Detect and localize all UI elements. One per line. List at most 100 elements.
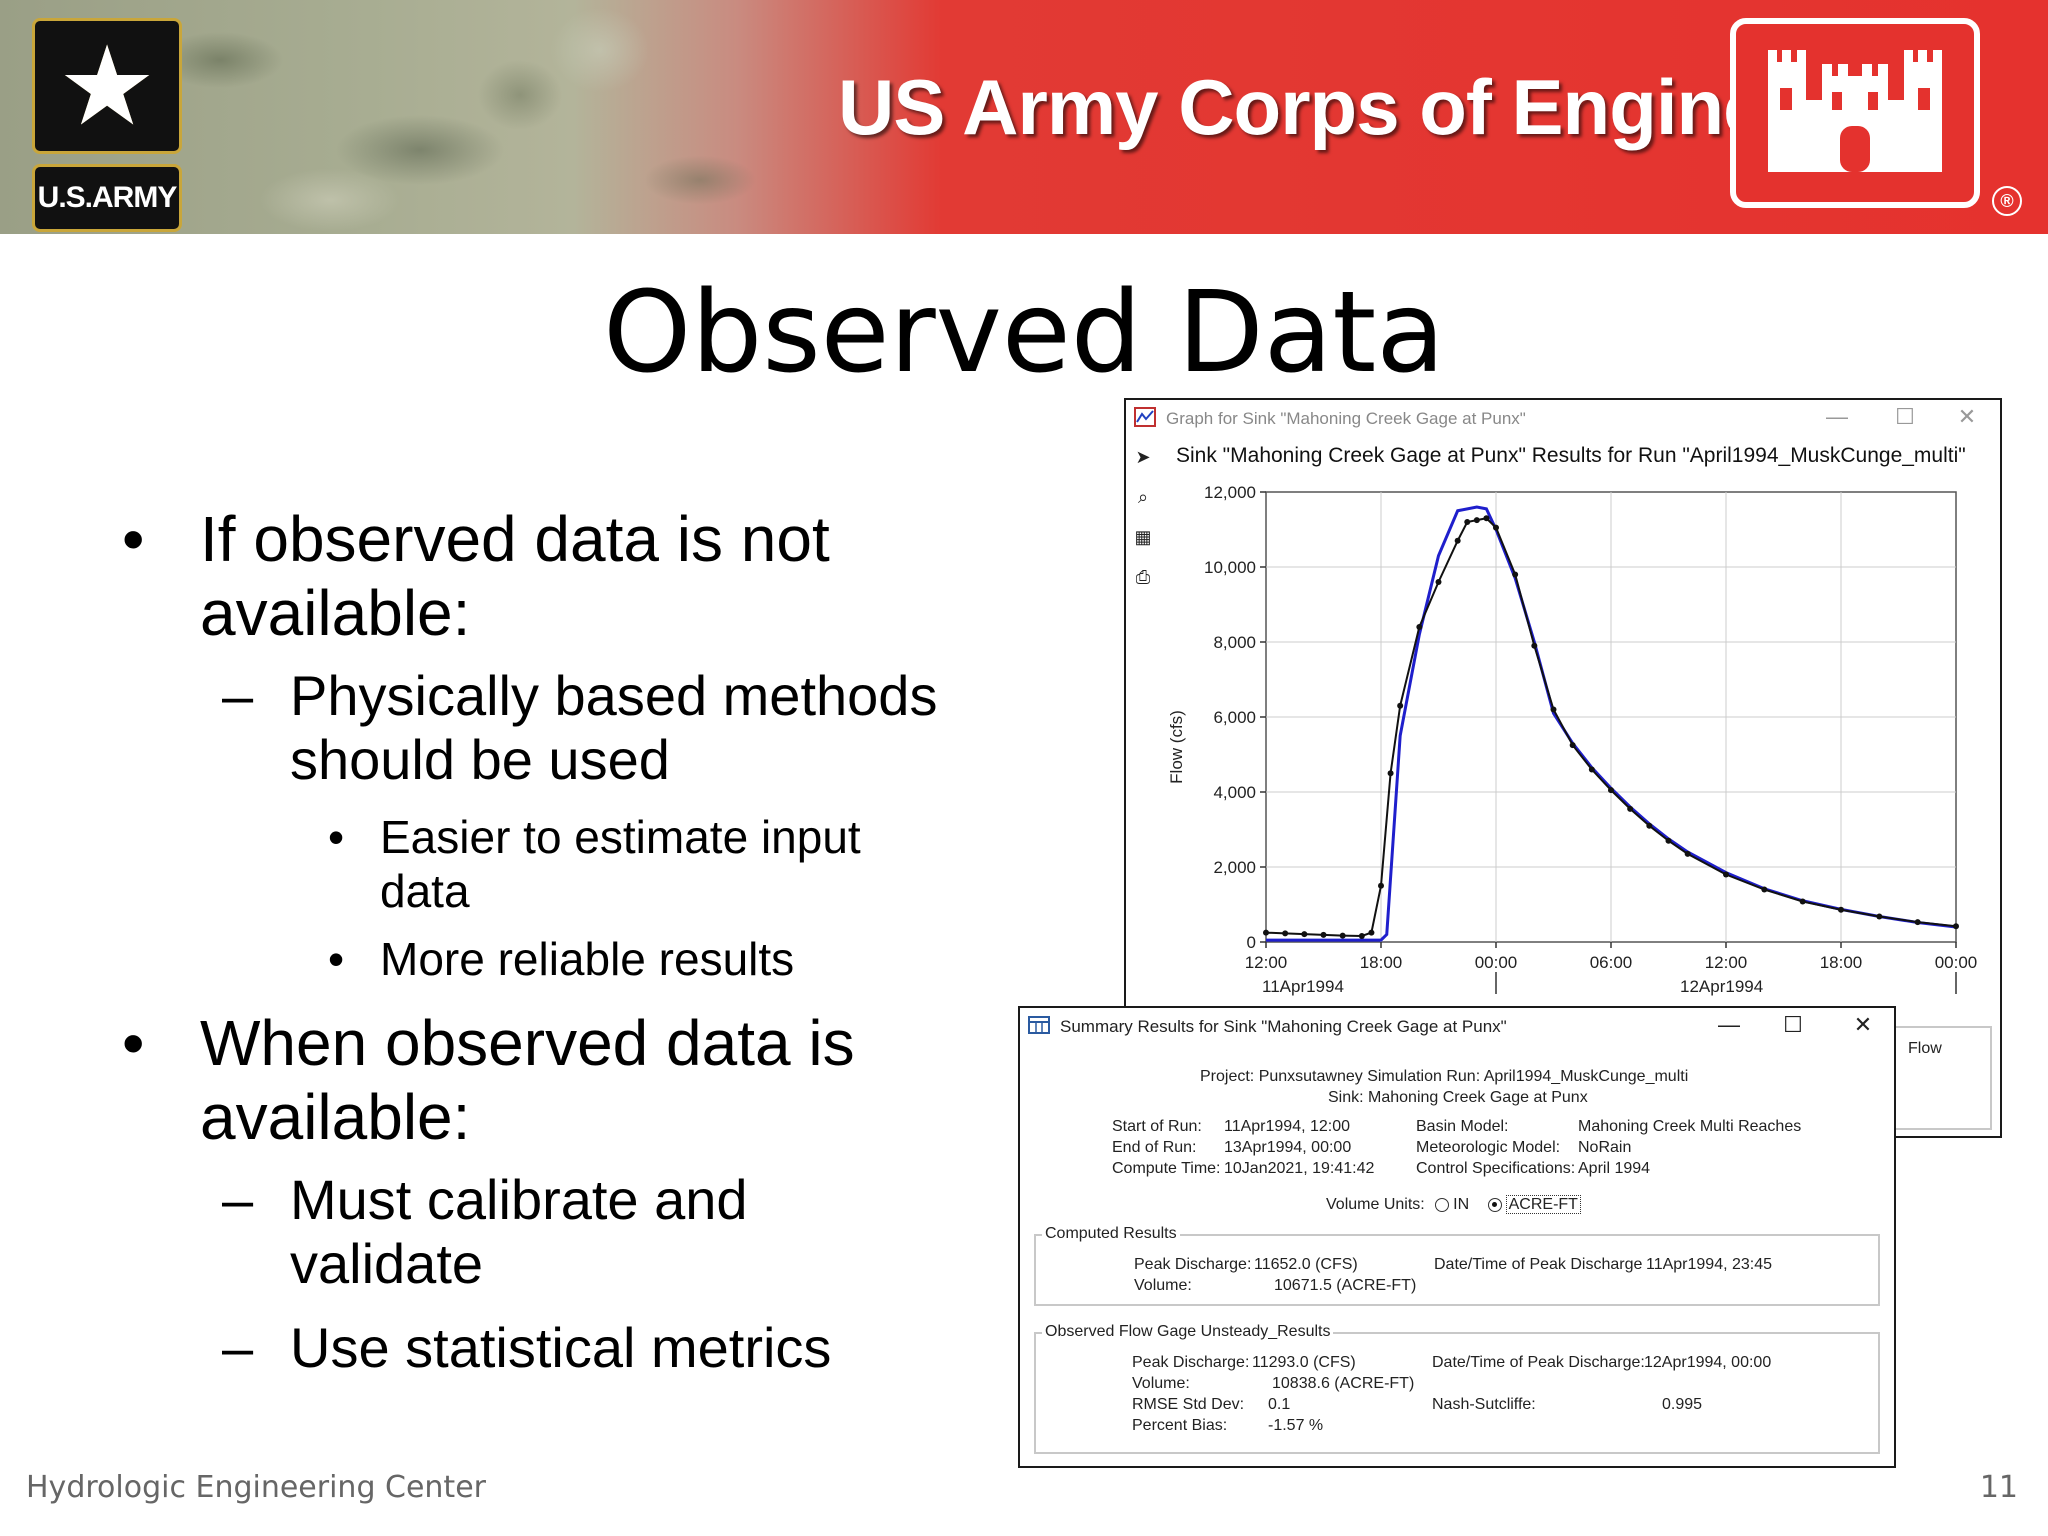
bullet-line: data (380, 865, 470, 917)
volume-in-radio[interactable] (1435, 1198, 1450, 1212)
page-title: Observed Data (603, 268, 1445, 398)
bullet-line: Easier to estimate input (380, 811, 861, 863)
observed-point (1684, 850, 1691, 857)
bullet-text: Use statistical metrics (290, 1316, 832, 1379)
observed-results-group: Observed Flow Gage Unsteady_Results Peak… (1034, 1323, 1880, 1454)
summary-window-titlebar[interactable]: Summary Results for Sink "Mahoning Creek… (1020, 1008, 1894, 1044)
x-date-label: 11Apr1994 (1262, 977, 1344, 996)
pointer-icon[interactable]: ➤ (1135, 447, 1151, 467)
observed-point (1435, 579, 1442, 585)
observed-results-label: Observed Flow Gage Unsteady_Results (1042, 1323, 1334, 1341)
close-button[interactable]: ✕ (1957, 404, 1977, 429)
maximize-button[interactable]: ☐ (1895, 404, 1915, 429)
met-model-label: Meteorologic Model: (1416, 1139, 1561, 1156)
project-line: Project: Punxsutawney Simulation Run: Ap… (1200, 1068, 1689, 1085)
observed-point (1588, 766, 1595, 773)
control-spec-value: April 1994 (1578, 1160, 1651, 1177)
graph-toolbar: ➤ ⌕ ▦ ⎙ (1132, 446, 1156, 606)
y-tick-label: 8,000 (1213, 633, 1256, 652)
control-spec-label: Control Specifications: (1416, 1160, 1576, 1177)
bullet-marker: • (328, 811, 345, 863)
brand-title: US Army Corps of Engineers (838, 63, 1881, 151)
properties-icon[interactable]: ▦ (1134, 527, 1152, 547)
bullet-line: Must calibrate and (290, 1168, 748, 1231)
zoom-icon[interactable]: ⌕ (1137, 487, 1149, 507)
start-run-value: 11Apr1994, 12:00 (1224, 1118, 1351, 1135)
compute-time-value: 10Jan2021, 19:41:42 (1224, 1160, 1375, 1177)
graph-window-titlebar[interactable]: Graph for Sink "Mahoning Creek Gage at P… (1126, 400, 2000, 436)
observed-point (1665, 837, 1672, 844)
observed-point (1368, 929, 1375, 936)
observed-point (1387, 770, 1394, 777)
x-tick-label: 00:00 (1935, 953, 1978, 972)
observed-point (1608, 787, 1614, 794)
volume-acreft-label[interactable]: ACRE-FT (1505, 1195, 1581, 1214)
graph-window-icon (1134, 407, 1156, 427)
observed-point (1569, 742, 1576, 749)
y-tick-label: 6,000 (1213, 708, 1256, 727)
table-icon (1028, 1016, 1050, 1034)
legend-label: Flow (1908, 1040, 1942, 1057)
x-tick-label: 12:00 (1705, 953, 1748, 972)
header-banner: ★ U.S.ARMY US Army Corps of Engineers ® (0, 0, 2048, 234)
summary-window-title: Summary Results for Sink "Mahoning Creek… (1060, 1017, 1507, 1036)
observed-flow-line (1265, 517, 1957, 938)
computed-peak-date-label: Date/Time of Peak Discharge (1434, 1256, 1643, 1273)
bullet-line: should be used (290, 728, 670, 791)
page-number: 11 (1979, 1470, 2018, 1505)
bullet-text: When observed data is available: (200, 1006, 855, 1154)
observed-point (1464, 519, 1471, 525)
rmse-value: 0.1 (1268, 1396, 1291, 1413)
minimize-button[interactable]: — (1826, 404, 1848, 429)
computed-volume-label: Volume: (1134, 1277, 1192, 1294)
x-tick-label: 18:00 (1360, 953, 1403, 972)
end-run-label: End of Run: (1112, 1139, 1197, 1156)
bullet-text: Physically based methods should be used (290, 664, 937, 792)
y-tick-label: 2,000 (1213, 858, 1256, 877)
bullet-text: More reliable results (380, 933, 795, 985)
observed-point (1473, 517, 1480, 524)
observed-point (1953, 923, 1959, 930)
observed-point (1301, 931, 1308, 938)
dash-marker: – (222, 1316, 254, 1379)
volume-in-label[interactable]: IN (1453, 1196, 1470, 1213)
x-tick-label: 06:00 (1590, 953, 1633, 972)
x-tick-label: 18:00 (1820, 953, 1863, 972)
observed-point (1876, 913, 1883, 920)
volume-units-row: Volume Units: IN ACRE-FT (1326, 1195, 1581, 1214)
dash-marker: – (222, 1168, 254, 1231)
print-icon[interactable]: ⎙ (1135, 567, 1151, 587)
maximize-button[interactable]: ☐ (1783, 1012, 1803, 1037)
y-tick-label: 0 (1247, 933, 1256, 952)
observed-point (1914, 919, 1921, 926)
compute-time-label: Compute Time: (1112, 1160, 1221, 1177)
computed-peak-date-value: 11Apr1994, 23:45 (1646, 1256, 1773, 1273)
graph-window-title: Graph for Sink "Mahoning Creek Gage at P… (1166, 409, 1526, 428)
computed-results-group: Computed Results Peak Discharge: 11652.0… (1034, 1225, 1880, 1306)
observed-point (1723, 871, 1729, 878)
observed-point (1512, 571, 1519, 578)
volume-acreft-radio[interactable] (1487, 1198, 1502, 1212)
computed-peak-value: 11652.0 (CFS) (1254, 1256, 1358, 1273)
graph-heading: Sink "Mahoning Creek Gage at Punx" Resul… (1176, 444, 1966, 467)
basin-model-value: Mahoning Creek Multi Reaches (1578, 1118, 1802, 1135)
observed-peak-label: Peak Discharge: (1132, 1354, 1250, 1371)
observed-point (1761, 886, 1768, 893)
flow-chart[interactable]: 0 2,000 4,000 6,000 8,000 10,000 12,000 12:00 18… (1126, 400, 2000, 1136)
minimize-button[interactable]: — (1718, 1012, 1740, 1037)
castle-icon (1768, 50, 1942, 172)
bullet-line: Physically based methods (290, 664, 938, 727)
basin-model-label: Basin Model: (1416, 1118, 1509, 1135)
dash-marker: – (222, 664, 254, 727)
met-model-value: NoRain (1578, 1139, 1632, 1156)
bullet-marker: • (122, 503, 145, 575)
computed-peak-label: Peak Discharge: (1134, 1256, 1252, 1273)
summary-window[interactable]: Summary Results for Sink "Mahoning Creek… (1018, 1006, 1896, 1468)
observed-volume-label: Volume: (1132, 1375, 1190, 1392)
close-button[interactable]: ✕ (1853, 1012, 1873, 1037)
observed-volume-value: 10838.6 (ACRE-FT) (1272, 1375, 1415, 1392)
observed-point (1358, 933, 1365, 939)
observed-point (1282, 930, 1289, 937)
army-star-icon: ★ (32, 18, 182, 154)
observed-point (1838, 906, 1844, 913)
